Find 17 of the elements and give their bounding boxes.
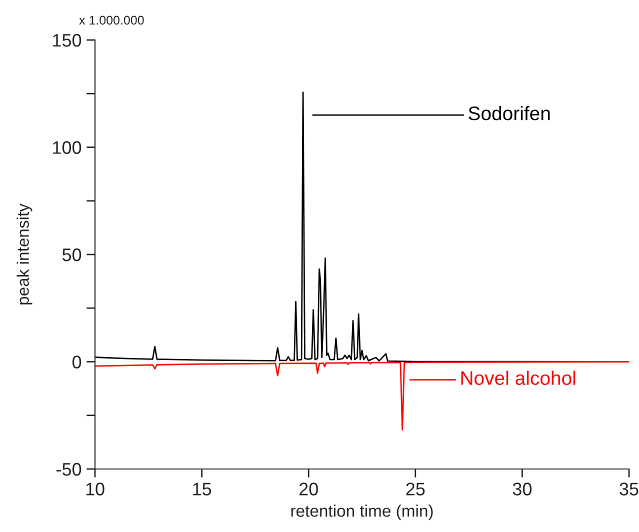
y-axis-title: peak intensity [16, 204, 32, 304]
y-tick-label: 50 [62, 248, 82, 262]
y-tick-label: -50 [56, 462, 82, 476]
x-tick-label: 10 [86, 482, 104, 496]
y-tick-label: 100 [53, 141, 82, 154]
x-tick-label: 20 [299, 482, 318, 496]
annotation: Sodorifen [468, 106, 550, 120]
x-axis-title: retention time (min) [291, 504, 433, 520]
y-tick-label: 150 [53, 34, 82, 47]
x-tick-label: 15 [193, 482, 212, 496]
annotation: Novel alcohol [461, 370, 576, 385]
y-tick-label: 0 [72, 356, 82, 368]
x-tick-label: 25 [406, 482, 425, 496]
line-series [95, 361, 629, 430]
x-tick-label: 35 [620, 482, 638, 496]
x-tick-label: 30 [512, 482, 532, 496]
text: x 1.000.000 [79, 16, 144, 25]
